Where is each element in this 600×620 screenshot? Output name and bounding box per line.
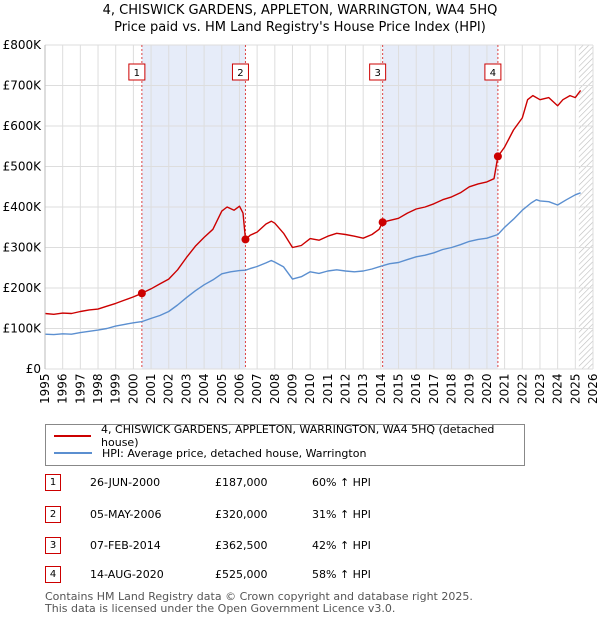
sale-point: [241, 235, 250, 244]
x-tick-label: 1996: [56, 373, 70, 404]
sale-hpi-change: 31% ↑ HPI: [312, 508, 371, 521]
sale-hpi-change: 60% ↑ HPI: [312, 476, 371, 489]
sale-row: 3 07-FEB-2014 £362,500 42% ↑ HPI: [45, 537, 585, 555]
sale-number-label: 1: [134, 68, 140, 79]
legend-swatch-property: [54, 435, 92, 437]
sale-point: [493, 152, 502, 161]
x-tick-label: 2023: [533, 373, 547, 404]
sale-hpi-change: 42% ↑ HPI: [312, 539, 371, 552]
sale-number-box: [231, 63, 249, 81]
y-tick-label: £500K: [3, 160, 43, 174]
sale-number-box: [369, 63, 387, 81]
property-price-line: [44, 89, 582, 315]
sale-date: 26-JUN-2000: [90, 476, 161, 489]
x-tick-label: 2005: [215, 373, 229, 404]
sale-date: 07-FEB-2014: [90, 539, 161, 552]
sale-row: 2 05-MAY-2006 £320,000 31% ↑ HPI: [45, 506, 585, 524]
sale-marker-badge: 2: [45, 506, 61, 523]
x-tick-label: 2020: [480, 373, 494, 404]
legend-label-hpi: HPI: Average price, detached house, Warr…: [102, 446, 367, 460]
sale-number-box: [484, 63, 502, 81]
x-tick-label: 1995: [38, 373, 52, 404]
x-tick-label: 2024: [551, 373, 565, 404]
x-tick-label: 2012: [339, 373, 353, 404]
x-tick-label: 2021: [498, 373, 512, 404]
legend: 4, CHISWICK GARDENS, APPLETON, WARRINGTO…: [45, 423, 525, 466]
x-tick-label: 2025: [568, 373, 582, 404]
x-tick-label: 2003: [179, 373, 193, 404]
footer-licence: This data is licensed under the Open Gov…: [45, 602, 396, 615]
y-tick-label: £400K: [3, 200, 43, 214]
x-tick-label: 2006: [232, 373, 246, 404]
sale-point: [137, 289, 146, 298]
y-tick-label: £100K: [3, 322, 43, 336]
sale-row: 4 14-AUG-2020 £525,000 58% ↑ HPI: [45, 566, 585, 584]
sale-hpi-change: 58% ↑ HPI: [312, 568, 371, 581]
x-tick-label: 1997: [73, 373, 87, 404]
y-tick-label: £200K: [3, 281, 43, 295]
sale-date: 05-MAY-2006: [90, 508, 162, 521]
sale-date: 14-AUG-2020: [90, 568, 164, 581]
chart-title: 4, CHISWICK GARDENS, APPLETON, WARRINGTO…: [102, 3, 498, 18]
y-tick-label: £0: [26, 362, 41, 376]
sale-marker-badge: 3: [45, 537, 61, 554]
x-tick-label: 2007: [250, 373, 264, 404]
legend-item-property: 4, CHISWICK GARDENS, APPLETON, WARRINGTO…: [54, 423, 524, 449]
price-chart: 1 2 3 4 £0 £100K £200K £300K £400K £500K £600K £700…: [3, 38, 600, 404]
x-tick-label: 2015: [392, 373, 406, 404]
x-tick-label: 2022: [515, 373, 529, 404]
sale-marker-badge: 4: [45, 566, 61, 583]
x-tick-label: 1999: [109, 373, 123, 404]
sale-price: £187,000: [215, 476, 268, 489]
x-tick-label: 2001: [144, 373, 158, 404]
x-tick-label: 2002: [162, 373, 176, 404]
x-tick-label: 2026: [586, 373, 600, 404]
y-tick-label: £300K: [3, 241, 43, 255]
x-tick-label: 2014: [374, 373, 388, 404]
x-tick-label: 2018: [445, 373, 459, 404]
sale-point: [378, 218, 387, 227]
y-tick-label: £600K: [3, 119, 43, 133]
legend-label-property: 4, CHISWICK GARDENS, APPLETON, WARRINGTO…: [101, 423, 495, 449]
sale-number-box: [128, 63, 146, 81]
sale-number-label: 3: [374, 68, 380, 79]
y-tick-label: £700K: [3, 79, 43, 93]
hpi-line: [44, 192, 581, 336]
sale-price: £525,000: [215, 568, 268, 581]
sale-number-label: 2: [237, 68, 243, 79]
x-tick-label: 2019: [462, 373, 476, 404]
x-tick-label: 2013: [356, 373, 370, 404]
x-tick-label: 2010: [303, 373, 317, 404]
x-tick-label: 2011: [321, 373, 335, 404]
chart-subtitle: Price paid vs. HM Land Registry's House …: [114, 20, 486, 35]
sale-price: £320,000: [215, 508, 268, 521]
sale-price: £362,500: [215, 539, 268, 552]
x-tick-label: 2016: [409, 373, 423, 404]
x-tick-label: 2017: [427, 373, 441, 404]
footer-copyright: Contains HM Land Registry data © Crown c…: [45, 590, 473, 603]
x-tick-label: 2009: [285, 373, 299, 404]
x-tick-label: 2008: [268, 373, 282, 404]
sale-number-label: 4: [490, 68, 496, 79]
legend-item-hpi: HPI: Average price, detached house, Warr…: [54, 446, 366, 460]
x-tick-label: 1998: [91, 373, 105, 404]
sale-row: 1 26-JUN-2000 £187,000 60% ↑ HPI: [45, 474, 585, 492]
legend-swatch-hpi: [54, 452, 92, 454]
sale-marker-badge: 1: [45, 474, 61, 491]
y-tick-label: £800K: [3, 38, 43, 52]
x-tick-label: 2000: [126, 373, 140, 404]
x-tick-label: 2004: [197, 373, 211, 404]
